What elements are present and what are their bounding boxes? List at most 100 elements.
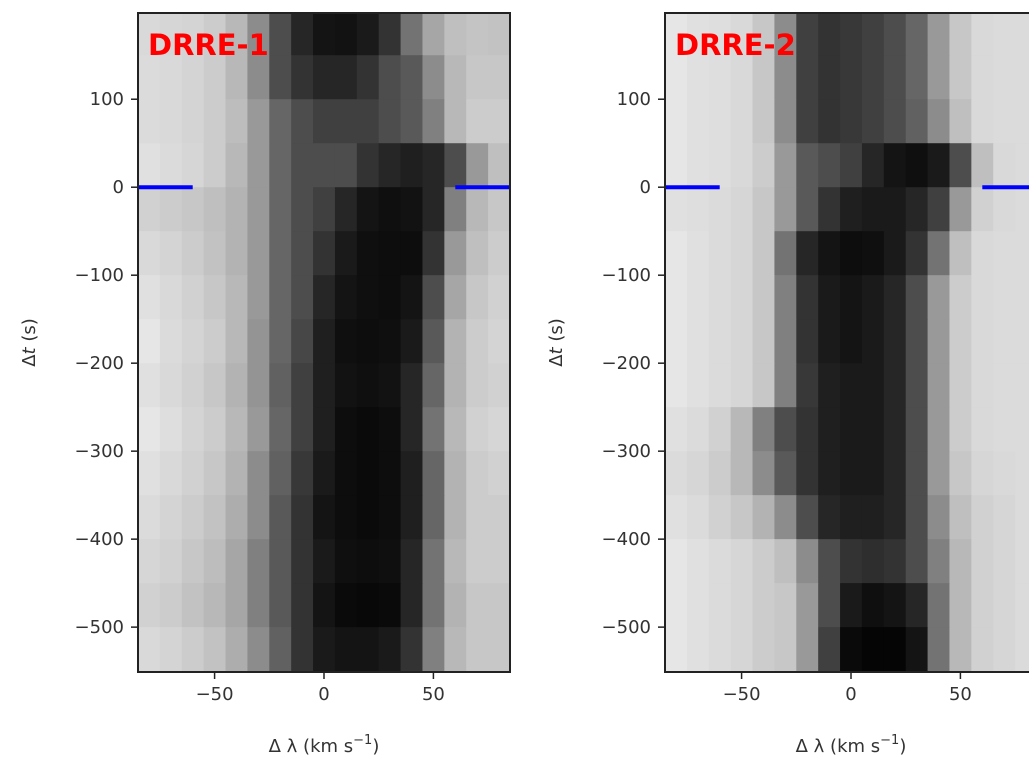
heatmap-cell	[356, 319, 380, 364]
heatmap-cell	[203, 363, 227, 408]
heatmap-cell	[949, 143, 972, 188]
heatmap-cell	[840, 55, 863, 100]
heatmap-cell	[840, 539, 863, 584]
heatmap-cell	[159, 495, 183, 540]
heatmap-cell	[444, 99, 467, 144]
heatmap-cell	[378, 407, 402, 452]
heatmap-cell	[400, 583, 423, 628]
heatmap-cell	[334, 319, 358, 364]
heatmap-cell	[949, 319, 972, 364]
heatmap-cell	[752, 451, 775, 496]
heatmap-cell	[774, 495, 797, 540]
heatmap-cell	[378, 99, 402, 144]
heatmap-cell	[1015, 363, 1029, 408]
heatmap-cell	[665, 143, 688, 188]
heatmap-cell	[225, 539, 248, 584]
x-axis-label: Δ λ (km s−1)	[269, 733, 380, 757]
heatmap-cell	[225, 363, 248, 408]
heatmap-cell	[356, 539, 380, 584]
heatmap-cell	[774, 275, 797, 320]
heatmap-cell	[203, 627, 227, 672]
heatmap-cell	[927, 13, 950, 56]
heatmap-cell	[840, 407, 863, 452]
heatmap-cell	[883, 627, 907, 672]
heatmap-cell	[686, 451, 710, 496]
heatmap-cell	[181, 143, 205, 188]
y-tick-label: 100	[90, 89, 124, 110]
heatmap-cell	[334, 495, 358, 540]
heatmap-cell	[488, 187, 510, 232]
heatmap-cell	[665, 363, 688, 408]
heatmap-cell	[313, 55, 336, 100]
heatmap-cell	[488, 583, 510, 628]
heatmap-cell	[159, 231, 183, 276]
heatmap-cell	[313, 231, 336, 276]
heatmap-cell	[818, 627, 841, 672]
heatmap-cell	[356, 143, 380, 188]
heatmap-cell	[686, 495, 710, 540]
heatmap-cell	[378, 55, 402, 100]
heatmap-cell	[225, 495, 248, 540]
heatmap-cell	[927, 583, 950, 628]
heatmap-cell	[774, 99, 797, 144]
heatmap-cell	[949, 363, 972, 408]
heatmap-cell	[159, 627, 183, 672]
y-tick-label: −200	[602, 353, 651, 374]
heatmap-cell	[444, 55, 467, 100]
heatmap-cell	[971, 319, 994, 364]
heatmap-cell	[488, 55, 510, 100]
heatmap-cell	[686, 99, 710, 144]
heatmap-cell	[971, 99, 994, 144]
heatmap-cell	[313, 627, 336, 672]
heatmap-cell	[686, 231, 710, 276]
heatmap-cell	[422, 187, 445, 232]
heatmap-cell	[291, 407, 314, 452]
heatmap-cell	[444, 13, 467, 56]
heatmap-cell	[291, 55, 314, 100]
y-axis-label-italic: t	[546, 346, 567, 354]
heatmap-cell	[949, 275, 972, 320]
heatmap-cell	[291, 143, 314, 188]
heatmap-cell	[927, 319, 950, 364]
heatmap-cell	[818, 55, 841, 100]
heatmap-cell	[159, 275, 183, 320]
heatmap-cell	[203, 55, 227, 100]
heatmap-cell	[840, 99, 863, 144]
heatmap-cell	[422, 627, 445, 672]
heatmap-cell	[225, 187, 248, 232]
heatmap-cell	[356, 55, 380, 100]
heatmap-cell	[225, 13, 248, 56]
heatmap-cell	[796, 13, 819, 56]
heatmap-cell	[686, 363, 710, 408]
heatmap-cell	[665, 231, 688, 276]
heatmap-cell	[247, 539, 270, 584]
y-tick-label: 0	[113, 177, 124, 198]
heatmap-cell	[905, 539, 929, 584]
heatmap-cell	[927, 187, 950, 232]
heatmap-cell	[971, 363, 994, 408]
heatmap-cell	[225, 451, 248, 496]
heatmap-cell	[840, 231, 863, 276]
heatmap-cell	[840, 143, 863, 188]
heatmap-cell	[840, 319, 863, 364]
heatmap-cell	[138, 231, 161, 276]
heatmap-cell	[466, 99, 489, 144]
heatmap-cell	[883, 363, 907, 408]
heatmap-cell	[861, 143, 885, 188]
heatmap-cell	[291, 539, 314, 584]
heatmap-cell	[138, 363, 161, 408]
x-axis-label-part: )	[899, 736, 906, 757]
heatmap-cell	[181, 319, 205, 364]
heatmap-cell	[1015, 231, 1029, 276]
heatmap-cell	[247, 187, 270, 232]
x-axis-label: Δ λ (km s−1)	[796, 733, 907, 757]
heatmap-cell	[730, 99, 754, 144]
heatmap-cell	[949, 495, 972, 540]
heatmap-cell	[1015, 55, 1029, 100]
heatmap-cell	[818, 451, 841, 496]
heatmap-cell	[905, 231, 929, 276]
heatmap-cell	[400, 231, 423, 276]
y-axis-label: Δt (s)	[19, 318, 40, 367]
heatmap-cell	[840, 495, 863, 540]
